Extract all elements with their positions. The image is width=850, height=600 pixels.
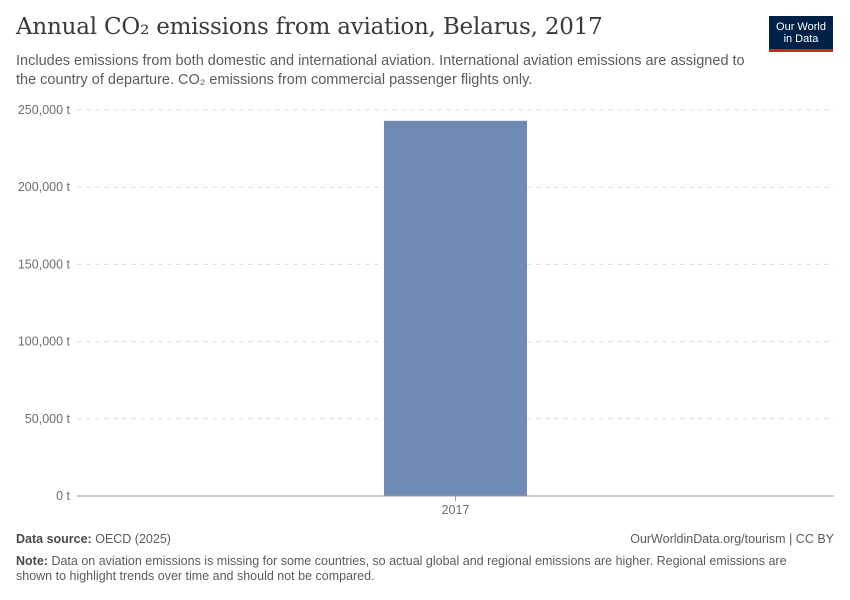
- y-tick-label: 250,000 t: [18, 103, 71, 117]
- source-value[interactable]: OECD (2025): [95, 532, 171, 546]
- license-link[interactable]: OurWorldinData.org/tourism | CC BY: [630, 532, 834, 546]
- y-axis-ticks: 0 t 50,000 t 100,000 t 150,000 t 200,000 t 25…: [18, 103, 71, 503]
- y-tick-label: 0 t: [56, 489, 70, 503]
- note-text: Data on aviation emissions is missing fo…: [16, 554, 787, 583]
- x-axis-ticks: 2017: [442, 496, 470, 517]
- bar-2017[interactable]: [384, 120, 527, 497]
- x-tick-label: 2017: [442, 503, 470, 517]
- y-tick-label: 200,000 t: [18, 180, 71, 194]
- y-tick-label: 50,000 t: [25, 412, 71, 426]
- bar-chart: 0 t 50,000 t 100,000 t 150,000 t 200,000 t 25…: [18, 103, 834, 517]
- note-label: Note:: [16, 554, 48, 568]
- y-tick-label: 150,000 t: [18, 257, 71, 271]
- bars: [384, 120, 527, 497]
- owid-logo[interactable]: Our World in Data: [769, 16, 833, 52]
- chart-subtitle: Includes emissions from both domestic an…: [16, 53, 745, 88]
- source-label: Data source:: [16, 532, 92, 546]
- chart-title: Annual CO₂ emissions from aviation, Bela…: [16, 14, 603, 40]
- y-tick-label: 100,000 t: [18, 335, 71, 349]
- data-source: Data source: OECD (2025): [16, 532, 834, 546]
- logo-line-1: Our World: [776, 21, 826, 33]
- logo-line-2: in Data: [783, 33, 819, 45]
- chart-note: Note: Data on aviation emissions is miss…: [16, 554, 816, 584]
